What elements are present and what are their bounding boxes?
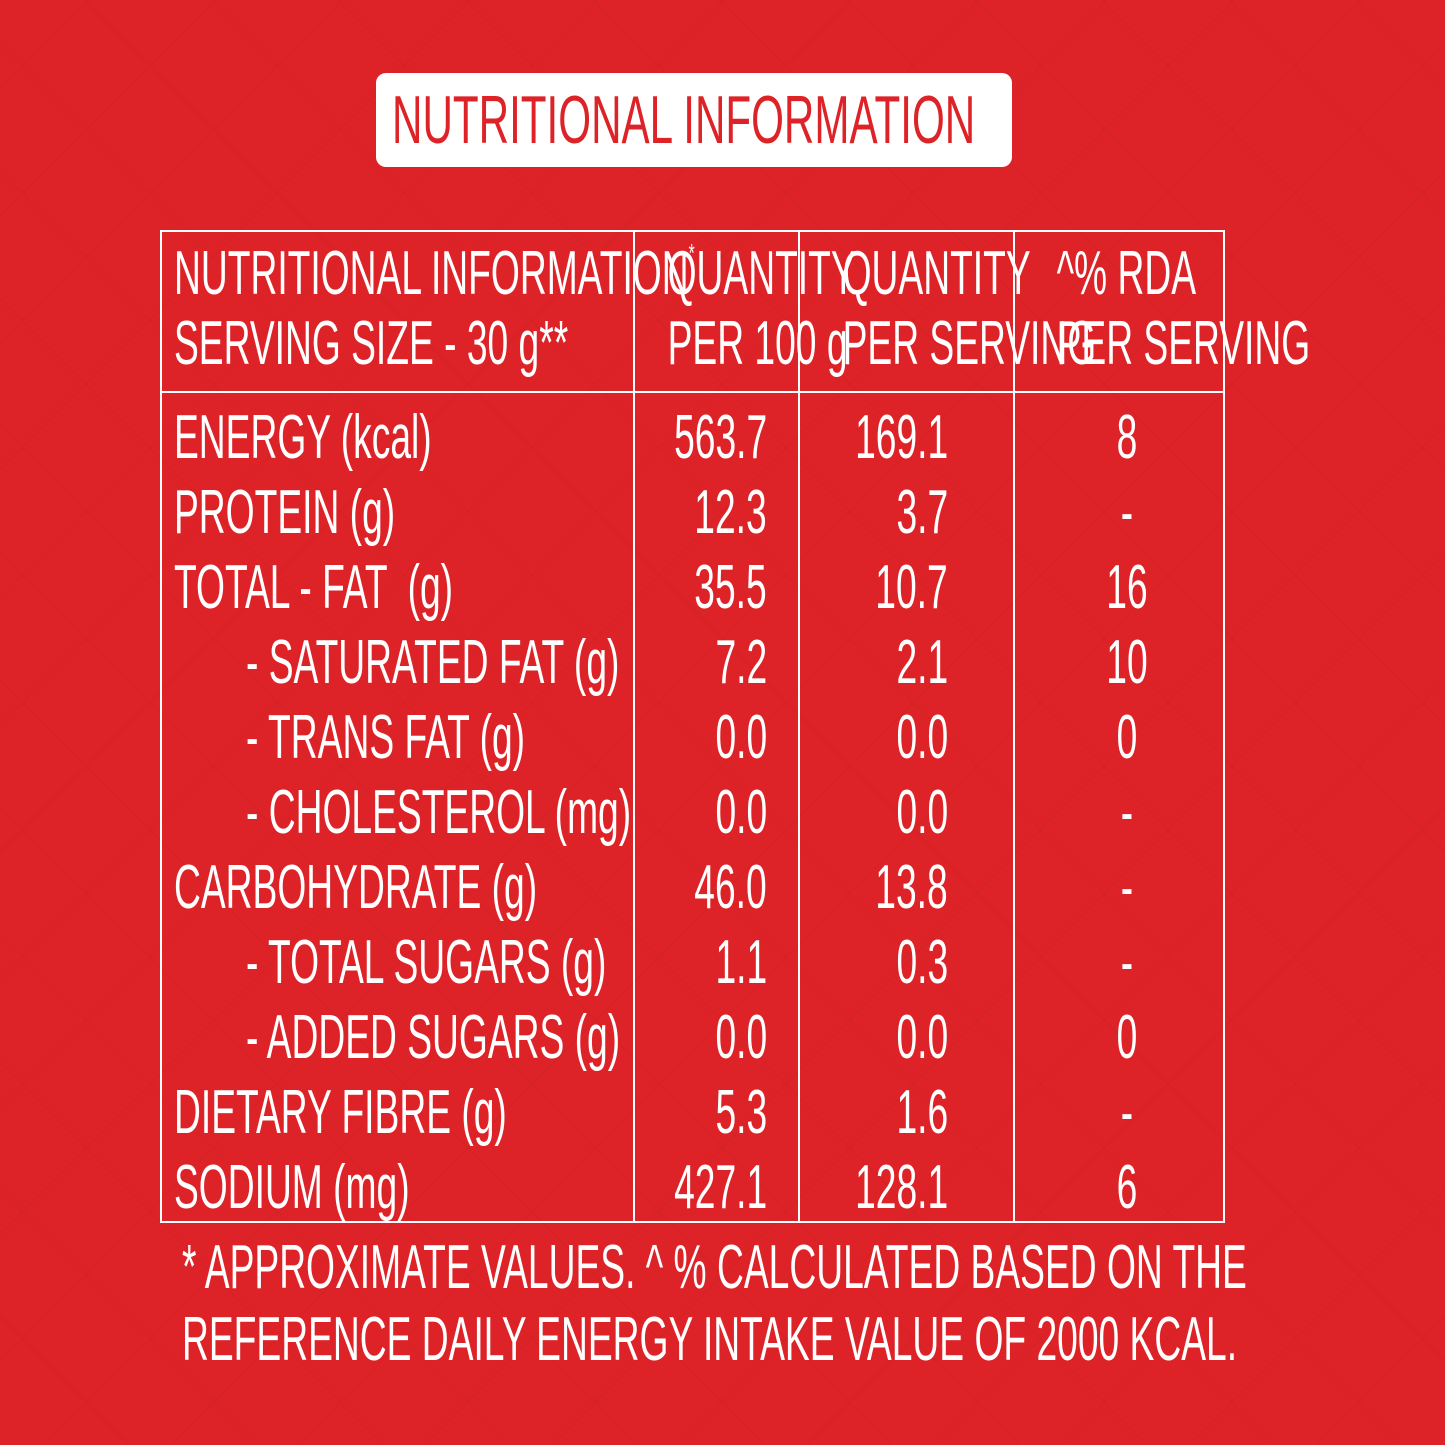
header-rda-line1: ^% RDA [1056,239,1197,308]
footnote-line-1: * APPROXIMATE VALUES. ^ % CALCULATED BAS… [182,1233,1247,1302]
header-per-100g-line1: QUANTITY [667,239,856,308]
row-per-100g: 7.2 [715,628,767,697]
row-nutrient: - TOTAL SUGARS (g) [246,928,607,997]
row-per-serving: 3.7 [896,478,948,547]
row-nutrient: SODIUM (mg) [174,1153,410,1222]
row-per-100g: 563.7 [673,403,767,472]
row-rda: - [1120,928,1134,997]
title-banner: NUTRITIONAL INFORMATION [376,73,1012,167]
header-rda-line2: PER SERVING [1056,309,1311,378]
row-rda: 10 [1106,628,1148,697]
footnote: * APPROXIMATE VALUES. ^ % CALCULATED BAS… [182,1232,1247,1376]
row-per-serving: 0.3 [896,928,948,997]
table-row: ENERGY (kcal) 563.7 169.1 8 [162,400,1223,475]
column-divider [1013,232,1015,1221]
row-per-serving: 169.1 [854,403,948,472]
row-rda: 0 [1116,1003,1138,1072]
row-per-serving: 1.6 [896,1078,948,1147]
row-per-serving: 0.0 [896,1003,948,1072]
row-per-100g: 12.3 [694,478,767,547]
footnote-line-2: REFERENCE DAILY ENERGY INTAKE VALUE OF 2… [182,1305,1238,1374]
table-row: PROTEIN (g) 12.3 3.7 - [162,475,1223,550]
table-row: SODIUM (mg) 427.1 128.1 6 [162,1150,1223,1225]
column-divider [798,232,800,1221]
header-asterisk: * [688,238,695,268]
row-per-serving: 0.0 [896,778,948,847]
row-per-serving: 128.1 [854,1153,948,1222]
row-per-serving: 10.7 [875,553,948,622]
page-title: NUTRITIONAL INFORMATION [392,82,976,158]
row-per-serving: 13.8 [875,853,948,922]
row-rda: - [1120,778,1134,847]
row-per-serving: 2.1 [896,628,948,697]
table-row: DIETARY FIBRE (g) 5.3 1.6 - [162,1075,1223,1150]
nutrition-table: NUTRITIONAL INFORMATION* SERVING SIZE - … [160,230,1311,1225]
row-rda: - [1120,853,1134,922]
table-row: TOTAL - FAT (g) 35.5 10.7 16 [162,550,1223,625]
row-rda: 8 [1116,403,1138,472]
row-rda: 16 [1106,553,1148,622]
row-nutrient: - ADDED SUGARS (g) [246,1003,621,1072]
column-divider [633,232,635,1221]
table-row: CARBOHYDRATE (g) 46.0 13.8 - [162,850,1223,925]
row-nutrient: - TRANS FAT (g) [246,703,526,772]
table-row: - TOTAL SUGARS (g) 1.1 0.3 - [162,925,1223,1000]
row-nutrient: DIETARY FIBRE (g) [174,1078,507,1147]
row-nutrient: - SATURATED FAT (g) [246,628,620,697]
row-nutrient: PROTEIN (g) [174,478,396,547]
header-per-serving-line1: QUANTITY [842,239,1031,308]
table-row: - ADDED SUGARS (g) 0.0 0.0 0 [162,1000,1223,1075]
row-rda: 0 [1116,703,1138,772]
header-nutrient-title: NUTRITIONAL INFORMATION [174,239,689,308]
row-nutrient: - CHOLESTEROL (mg) [246,778,632,847]
row-per-100g: 0.0 [715,703,767,772]
header-serving-size: SERVING SIZE - 30 g** [174,309,569,378]
row-nutrient: ENERGY (kcal) [174,403,432,472]
row-per-100g: 427.1 [673,1153,767,1222]
header-per-100g-line2: PER 100 g [667,309,848,378]
row-nutrient: TOTAL - FAT (g) [174,553,454,622]
row-nutrient: CARBOHYDRATE (g) [174,853,538,922]
row-per-100g: 0.0 [715,1003,767,1072]
row-per-100g: 35.5 [694,553,767,622]
row-per-100g: 1.1 [715,928,767,997]
header-divider [162,391,1223,393]
table-row: - TRANS FAT (g) 0.0 0.0 0 [162,700,1223,775]
row-per-serving: 0.0 [896,703,948,772]
row-per-100g: 46.0 [694,853,767,922]
row-rda: - [1120,1078,1134,1147]
row-per-100g: 0.0 [715,778,767,847]
table-row: - CHOLESTEROL (mg) 0.0 0.0 - [162,775,1223,850]
row-rda: 6 [1116,1153,1138,1222]
row-rda: - [1120,478,1134,547]
header-per-serving-line2: PER SERVING [842,309,1097,378]
table-row: - SATURATED FAT (g) 7.2 2.1 10 [162,625,1223,700]
row-per-100g: 5.3 [715,1078,767,1147]
